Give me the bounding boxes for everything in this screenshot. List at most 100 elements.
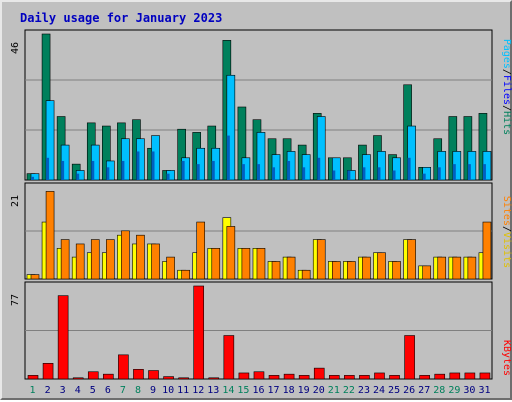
x-tick-label: 19 [298,385,310,396]
kbytes-bar [419,375,430,380]
sites-bar [301,269,311,280]
kbytes-bar [223,335,235,380]
pages-bar [392,170,396,180]
kbytes-bar [298,375,310,380]
x-tick-label: 29 [448,385,460,396]
chart-title: Daily usage for January 2023 [20,11,222,25]
x-tick-label: 21 [328,385,340,396]
legend-panel2: Sites/Visits [501,196,512,268]
pages-bar [211,160,215,180]
sites-bar [392,261,401,280]
files-bar [392,157,401,181]
sites-bar [136,234,145,280]
kbytes-bar [283,373,295,380]
x-tick-label: 13 [207,385,219,396]
legend-panel3: KBytes [501,340,512,376]
x-tick-label: 8 [135,385,141,396]
x-tick-label: 17 [268,385,280,396]
sites-bar [467,256,477,280]
sites-bar [286,256,296,280]
x-tick-label: 26 [403,385,415,396]
pages-bar [256,164,260,180]
pages-bar [61,160,65,180]
kbytes-bar [328,375,340,380]
kbytes-bar [87,371,99,380]
pages-bar [226,135,230,180]
pages-bar [106,167,110,180]
pages-bar [377,167,381,180]
x-tick-label: 30 [463,385,475,396]
sites-bar [45,191,55,280]
files-bar [121,138,130,181]
y-max-label: 21 [10,195,21,207]
kbytes-bar [42,362,54,380]
pages-bar [452,164,456,180]
sites-bar [271,261,281,280]
files-bar [45,100,55,181]
sites-bar [106,239,115,280]
files-bar [271,154,281,181]
x-tick-label: 5 [90,385,96,396]
sites-bar [316,239,326,280]
files-bar [301,154,311,181]
sites-bar [362,256,371,280]
pages-bar [196,164,200,180]
x-tick-label: 4 [75,385,81,396]
sites-bar [422,265,431,280]
kbytes-bar [434,373,446,380]
files-bar [256,132,266,181]
kbytes-bar [344,375,355,380]
x-tick-label: 22 [343,385,355,396]
kbytes-bar [103,373,114,380]
kbytes-bar [313,367,325,380]
sites-bar [151,243,160,280]
sites-bar [437,256,447,280]
x-tick-label: 6 [105,385,111,396]
sites-bar [377,252,386,280]
kbytes-bar [118,354,129,380]
pages-bar [317,157,321,180]
kbytes-bar [163,376,174,380]
x-tick-label: 12 [192,385,204,396]
sites-bar [121,230,130,280]
kbytes-bar [178,377,189,380]
sites-bar [331,261,341,280]
sites-bar [60,239,70,280]
panel-hits_files_pages: 46 [10,29,493,181]
pages-bar [272,167,276,180]
x-tick-label: 15 [237,385,249,396]
pages-bar [31,176,34,180]
pages-bar [347,170,351,180]
pages-bar [121,160,125,180]
panel-visits_sites: 21 [10,182,493,280]
x-tick-label: 25 [388,385,400,396]
pages-bar [76,173,80,180]
panel-kbytes: 77 [10,281,493,380]
pages-bar [287,160,291,180]
x-tick-label: 31 [478,385,490,396]
kbytes-bar [268,375,280,380]
pages-bar [241,164,245,180]
files-bar [331,157,341,181]
kbytes-bar [464,372,476,380]
sites-bar [90,239,100,280]
legend-text: Hits [501,111,512,135]
pages-bar [166,173,170,180]
sites-bar [196,221,206,280]
x-tick-label: 16 [252,385,264,396]
sites-bar [347,261,356,280]
legend-text: KBytes [501,340,512,376]
x-tick-label: 18 [283,385,295,396]
legend-text: Visits [501,232,512,268]
kbytes-bar [449,372,461,380]
sites-bar [241,248,251,280]
kbytes-bar [404,335,415,380]
x-tick-label: 10 [162,385,174,396]
pages-bar [362,167,366,180]
legend-text: Files [501,75,512,105]
files-bar [407,125,416,181]
files-bar [316,116,326,181]
x-tick-label: 2 [45,385,51,396]
